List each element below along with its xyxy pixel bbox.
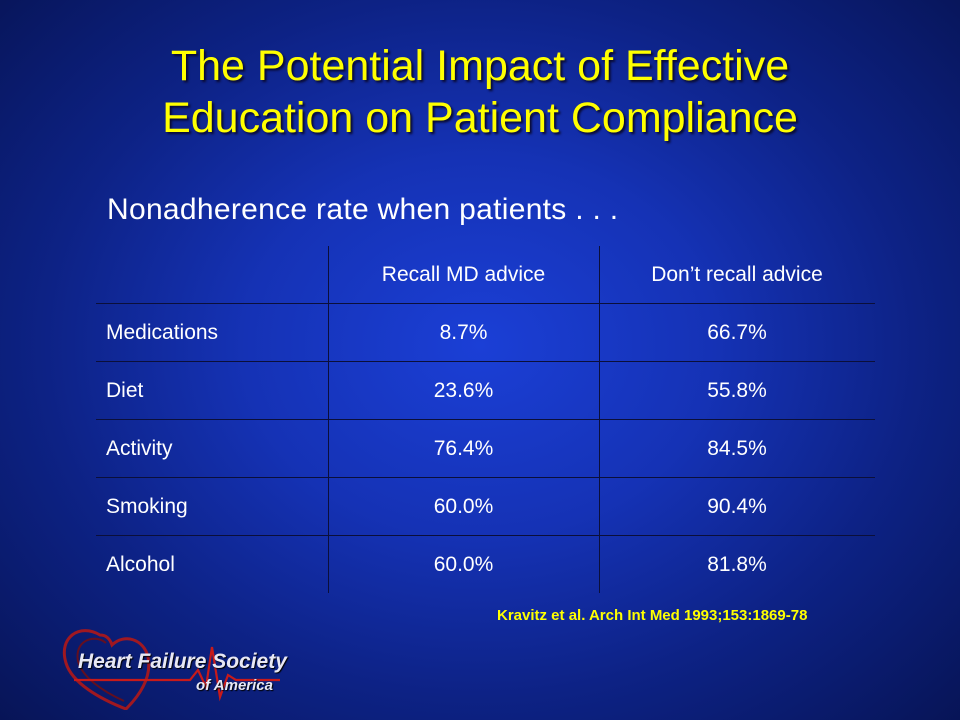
table-cell: 90.4% bbox=[598, 477, 875, 536]
table-header-cell: Don’t recall advice bbox=[598, 246, 875, 304]
table-header-row: Recall MD advice Don’t recall advice bbox=[96, 246, 875, 304]
citation: Kravitz et al. Arch Int Med 1993;153:186… bbox=[497, 607, 808, 624]
row-label: Alcohol bbox=[106, 552, 175, 576]
table-cell: 8.7% bbox=[327, 303, 599, 362]
slide-subtitle: Nonadherence rate when patients . . . bbox=[107, 193, 619, 226]
table-cell: 76.4% bbox=[327, 419, 599, 478]
table-header-cell bbox=[96, 246, 328, 304]
table-row: Alcohol 60.0% 81.8% bbox=[96, 535, 875, 593]
table-cell: 81.8% bbox=[598, 535, 875, 593]
table-cell: 66.7% bbox=[598, 303, 875, 362]
table-row: Diet 23.6% 55.8% bbox=[96, 361, 875, 420]
logo-subtitle: of America bbox=[196, 677, 273, 694]
slide-title-line2: Education on Patient Compliance bbox=[162, 94, 798, 142]
adherence-table: Recall MD advice Don’t recall advice Med… bbox=[96, 246, 875, 593]
row-label: Medications bbox=[96, 303, 328, 362]
heart-ecg-icon bbox=[62, 629, 280, 710]
table-row: Smoking 60.0% 90.4% bbox=[96, 477, 875, 536]
row-label: Diet bbox=[96, 361, 328, 420]
table-cell: 60.0% bbox=[327, 477, 599, 536]
table-header-cell: Recall MD advice bbox=[327, 246, 599, 304]
row-label: Activity bbox=[96, 419, 328, 478]
logo-title: Heart Failure Society bbox=[78, 650, 287, 673]
table-row: Medications 8.7% 66.7% bbox=[96, 303, 875, 362]
table-row: Activity 76.4% 84.5% bbox=[96, 419, 875, 478]
table-cell: 23.6% bbox=[327, 361, 599, 420]
slide-title: The Potential Impact of Effective Educat… bbox=[0, 40, 960, 144]
table-cell: 55.8% bbox=[598, 361, 875, 420]
table-cell: 60.0% bbox=[327, 535, 599, 593]
row-label: Smoking bbox=[96, 477, 328, 536]
slide-title-line1: The Potential Impact of Effective bbox=[170, 42, 790, 90]
table-cell: 84.5% bbox=[598, 419, 875, 478]
